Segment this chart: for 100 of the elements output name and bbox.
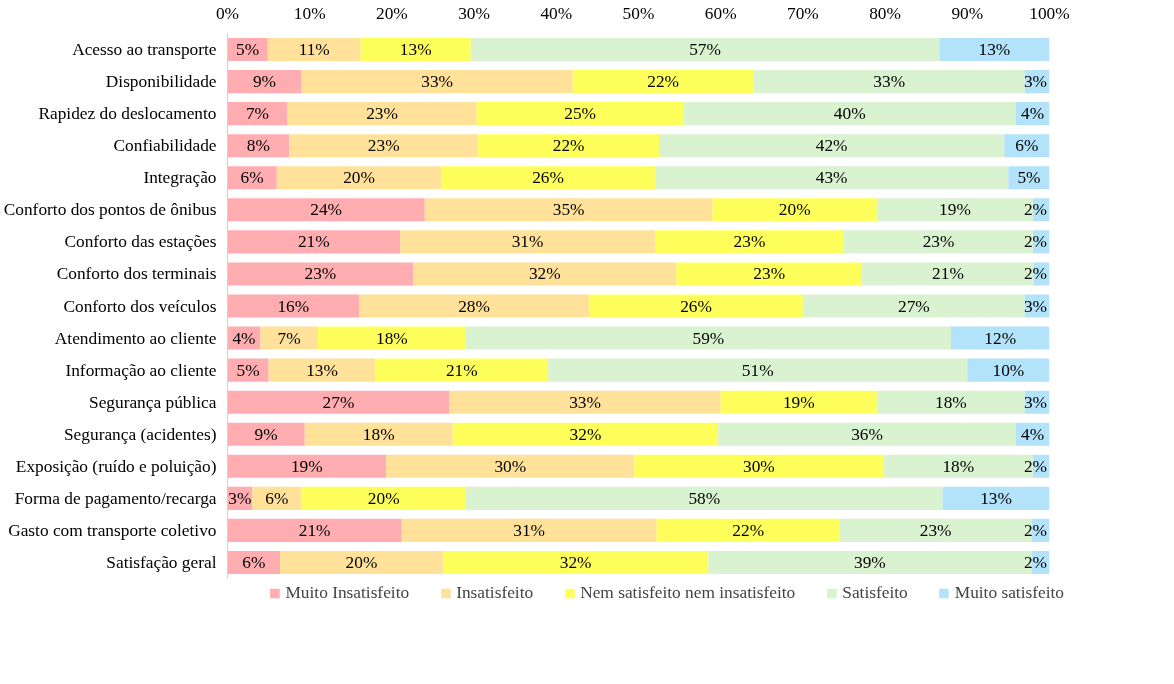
y-tick-label: Segurança (acidentes): [64, 424, 217, 444]
bar: [654, 230, 844, 254]
data-label: 18%: [934, 392, 967, 412]
data-label: 4%: [1021, 424, 1045, 444]
data-label: 23%: [753, 264, 786, 284]
data-label: 22%: [732, 520, 765, 540]
bar: [227, 422, 305, 446]
data-label: 31%: [513, 520, 546, 540]
x-tick-label: 0%: [215, 3, 240, 23]
y-tick-label: Atendimento ao cliente: [54, 328, 217, 348]
data-label: 27%: [322, 392, 355, 412]
bar: [659, 134, 1005, 158]
bar: [276, 166, 442, 190]
data-label: 7%: [277, 328, 301, 348]
data-label: 3%: [228, 488, 252, 508]
data-label: 23%: [304, 264, 337, 284]
legend-label: Insatisfeito: [456, 583, 534, 603]
bar: [449, 390, 721, 414]
data-label: 12%: [984, 328, 1017, 348]
bar: [227, 102, 288, 126]
bar: [267, 37, 361, 62]
bar: [476, 102, 684, 126]
bar: [548, 358, 968, 382]
data-label: 42%: [815, 136, 848, 156]
data-label: 21%: [297, 232, 330, 252]
data-label: 43%: [815, 168, 848, 188]
bar: [478, 134, 660, 158]
data-label: 20%: [343, 168, 375, 188]
data-label: 35%: [552, 200, 585, 220]
data-label: 30%: [743, 456, 775, 476]
data-label: 33%: [569, 392, 601, 412]
bar: [676, 262, 863, 286]
data-label: 19%: [939, 200, 971, 220]
y-tick-label: Conforto dos terminais: [56, 264, 217, 284]
bar: [967, 358, 1050, 382]
bar: [753, 70, 1025, 94]
bar: [683, 102, 1016, 126]
data-label: 10%: [992, 360, 1025, 380]
bar: [718, 422, 1016, 446]
data-label: 3%: [1023, 392, 1048, 412]
data-label: 31%: [511, 232, 544, 252]
bar: [441, 166, 655, 190]
bar: [317, 326, 466, 350]
bar: [400, 230, 655, 254]
y-tick-label: Rapidez do deslocamento: [38, 104, 217, 124]
data-label: 11%: [298, 40, 330, 60]
x-tick-label: 10%: [293, 3, 326, 23]
data-label: 32%: [559, 552, 592, 572]
data-label: 18%: [942, 456, 975, 476]
x-tick-label: 70%: [787, 3, 819, 23]
data-label: 2%: [1023, 200, 1048, 220]
bar: [876, 390, 1025, 414]
data-label: 6%: [1015, 136, 1039, 156]
data-label: 23%: [922, 232, 955, 252]
data-label: 3%: [1023, 296, 1048, 316]
bar: [634, 454, 884, 478]
data-label: 59%: [692, 328, 725, 348]
x-tick-label: 90%: [951, 3, 984, 23]
data-label: 2%: [1023, 520, 1048, 540]
y-tick-label: Gasto com transporte coletivo: [8, 520, 217, 540]
bar: [802, 294, 1025, 318]
data-label: 39%: [854, 552, 886, 572]
x-tick-label: 100%: [1029, 3, 1070, 23]
bar: [401, 518, 657, 542]
data-label: 26%: [680, 296, 712, 316]
data-label: 21%: [932, 264, 964, 284]
data-label: 3%: [1023, 72, 1048, 92]
bar: [950, 326, 1050, 350]
data-label: 20%: [367, 488, 400, 508]
data-label: 5%: [1017, 168, 1041, 188]
bar: [452, 422, 719, 446]
bar: [227, 70, 302, 94]
data-label: 22%: [647, 72, 680, 92]
data-label: 4%: [232, 328, 256, 348]
data-label: 9%: [252, 72, 277, 92]
bar: [656, 518, 840, 542]
data-label: 16%: [277, 296, 310, 316]
data-label: 5%: [236, 360, 260, 380]
bar: [227, 230, 401, 254]
bar: [939, 37, 1050, 62]
x-tick-label: 60%: [704, 3, 737, 23]
data-label: 57%: [689, 40, 721, 60]
bar: [424, 198, 713, 222]
bar: [301, 486, 466, 510]
data-label: 26%: [532, 168, 564, 188]
data-label: 28%: [458, 296, 490, 316]
data-label: 5%: [236, 40, 260, 60]
data-label: 32%: [528, 264, 561, 284]
bar: [289, 134, 479, 158]
bar: [386, 454, 635, 478]
legend-label: Muito Insatisfeito: [285, 583, 410, 603]
data-label: 51%: [741, 360, 774, 380]
x-tick-label: 20%: [376, 3, 408, 23]
x-tick-label: 30%: [458, 3, 490, 23]
data-label: 22%: [552, 136, 585, 156]
bar: [465, 486, 943, 510]
data-label: 18%: [376, 328, 408, 348]
bar: [470, 37, 940, 62]
data-label: 25%: [564, 104, 597, 124]
bar: [268, 358, 376, 382]
